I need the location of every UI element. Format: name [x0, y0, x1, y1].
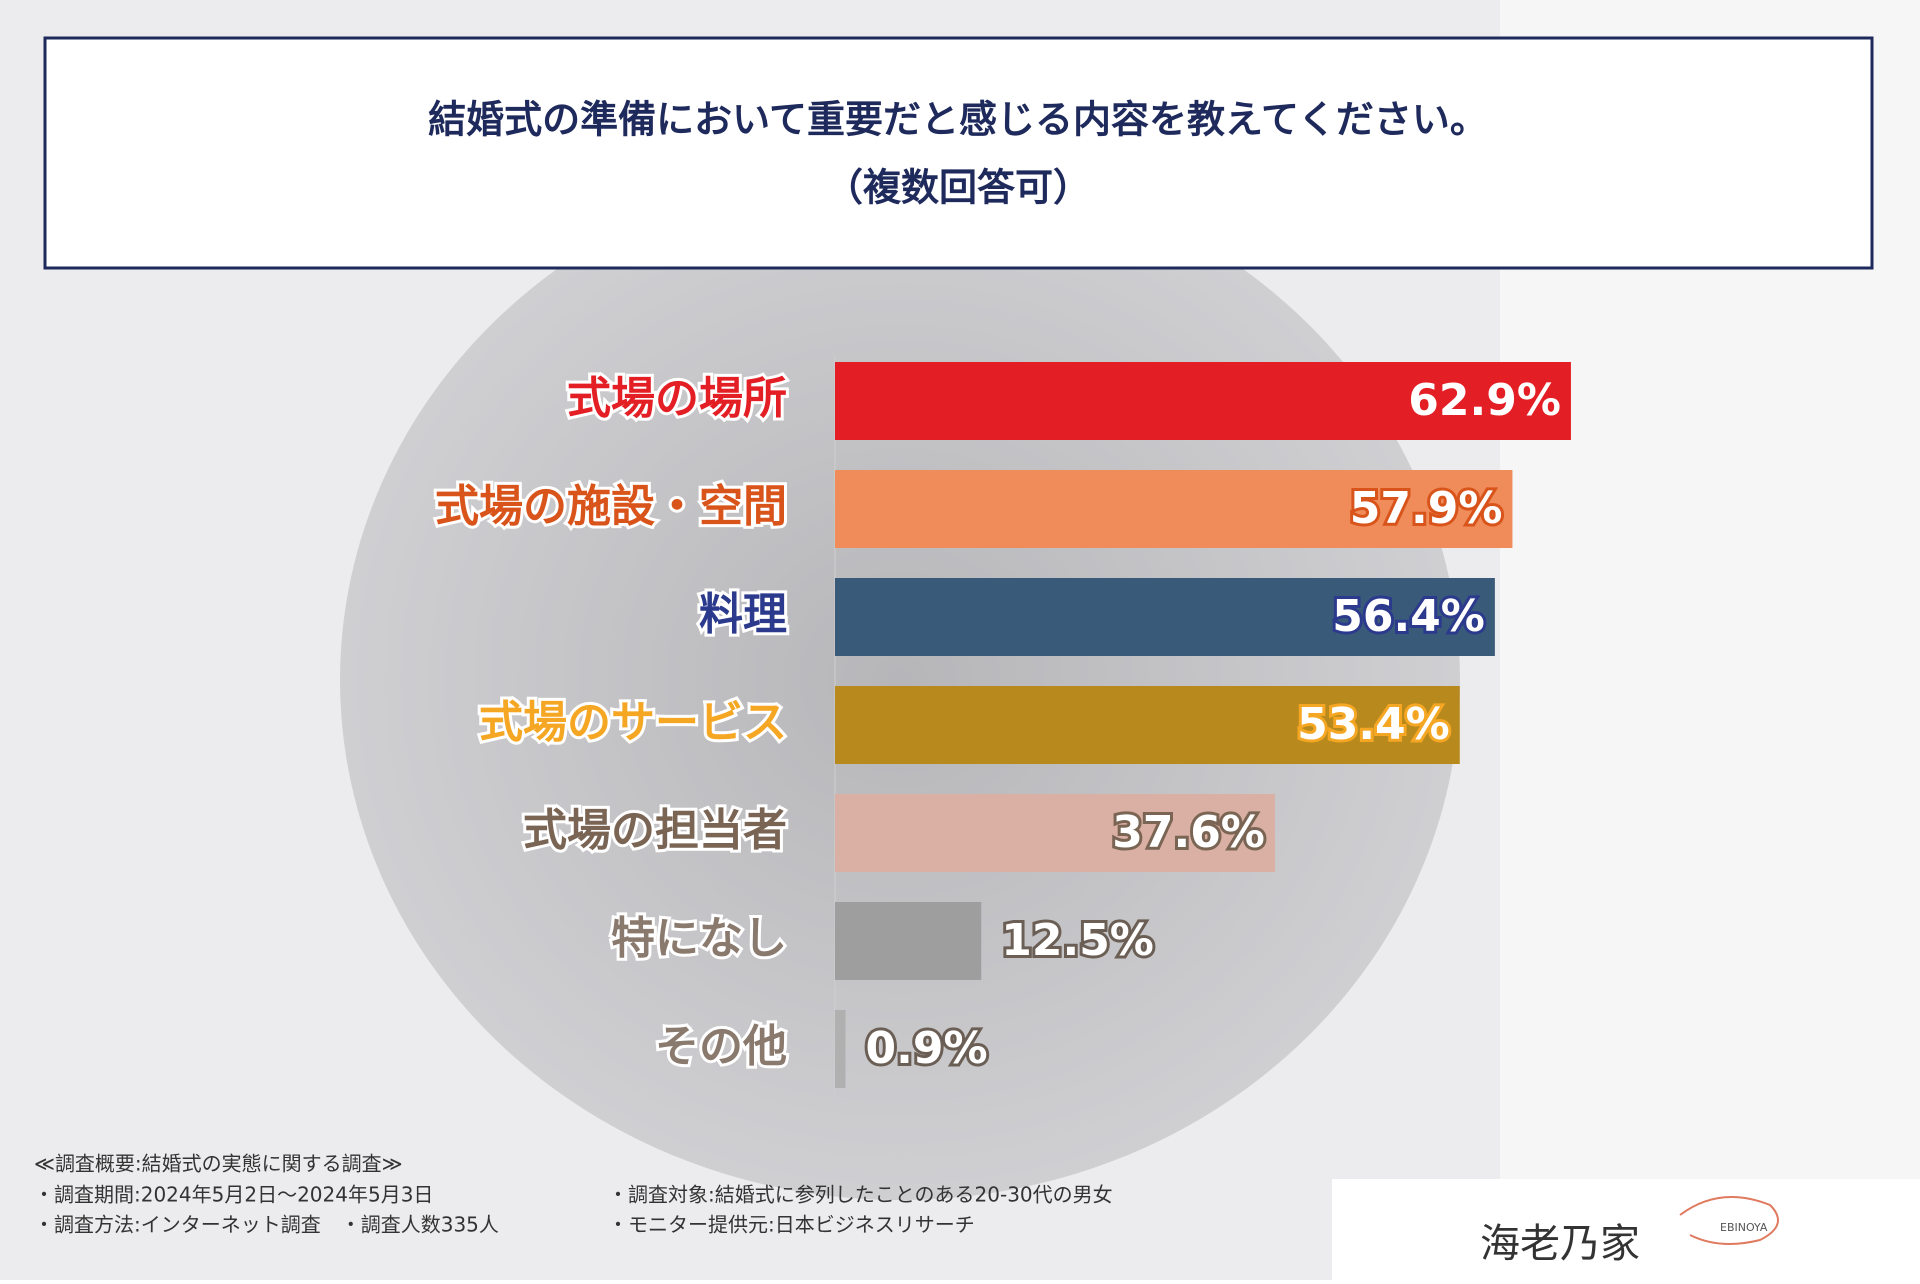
category-label: その他: [655, 1021, 787, 1072]
category-label: 料理: [699, 589, 787, 640]
value-label: 0.9%: [866, 1023, 988, 1074]
logo-box: [1332, 1179, 1920, 1280]
category-label: 式場の担当者: [523, 805, 787, 856]
category-label: 特になし: [611, 913, 787, 964]
bar: [835, 686, 1460, 764]
value-label: 12.5%: [1001, 915, 1154, 966]
title-box: [43, 36, 1874, 270]
logo-icon: [1679, 1196, 1779, 1245]
footnote: ・調査対象:結婚式に参列したことのある20-30代の男女: [608, 1183, 1113, 1207]
value-label: 62.9%: [1408, 375, 1561, 426]
category-label: 式場のサービス: [479, 697, 787, 748]
footnote: ≪調査概要:結婚式の実態に関する調査≫: [34, 1152, 403, 1176]
value-label: 56.4%: [1332, 591, 1485, 642]
value-label: 53.4%: [1297, 699, 1450, 750]
value-label: 37.6%: [1112, 807, 1265, 858]
footnote: ・モニター提供元:日本ビジネスリサーチ: [608, 1213, 975, 1237]
bar: [835, 470, 1513, 548]
bar: [835, 1010, 846, 1088]
footnote: ・調査方法:インターネット調査 ・調査人数335人: [34, 1213, 499, 1237]
value-label: 57.9%: [1350, 483, 1503, 534]
logo-name: 海老乃家: [1480, 1221, 1640, 1267]
bar: [835, 578, 1495, 656]
bar: [835, 362, 1571, 440]
category-label: 式場の施設・空間: [435, 481, 787, 532]
category-label: 式場の場所: [567, 373, 787, 424]
logo-sub: EBINOYA: [1720, 1221, 1768, 1234]
bar: [835, 794, 1275, 872]
footnote: ・調査期間:2024年5月2日〜2024年5月3日: [34, 1183, 433, 1207]
chart-subtitle: （複数回答可）: [825, 166, 1091, 210]
chart-title: 結婚式の準備において重要だと感じる内容を教えてください。: [428, 98, 1488, 142]
bar: [835, 902, 982, 980]
